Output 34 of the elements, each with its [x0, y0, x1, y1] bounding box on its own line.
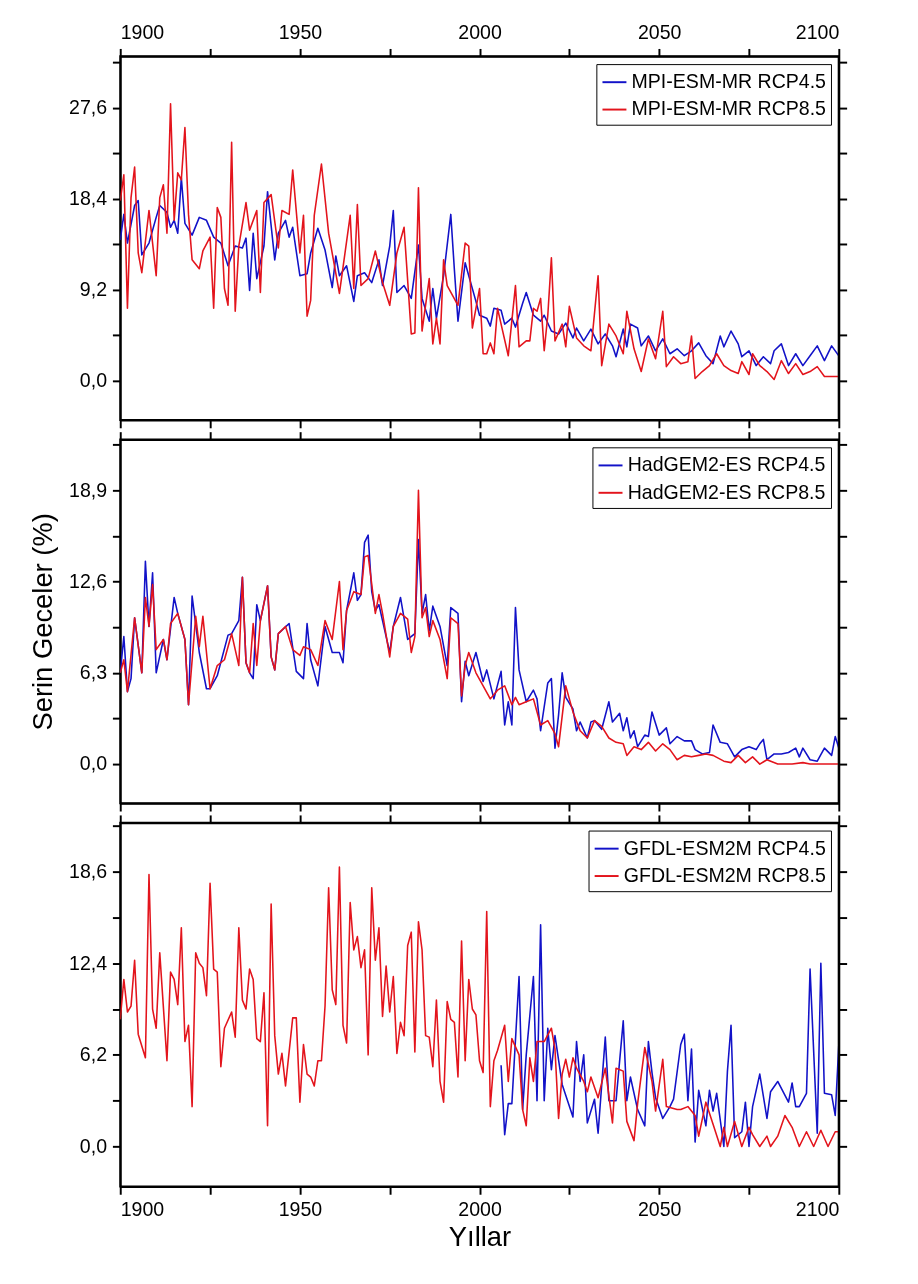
y-tick-label: 0,0	[79, 368, 108, 391]
line-series	[500, 923, 839, 1148]
legend-label: HadGEM2-ES RCP8.5	[627, 480, 826, 503]
y-tick-label: 6,2	[79, 1043, 108, 1066]
x-tick-label: 2050	[637, 1198, 682, 1221]
legend-label: GFDL-ESM2M RCP8.5	[623, 863, 826, 886]
x2-tick-label: 1950	[278, 21, 323, 44]
y-tick-label: 12,6	[69, 569, 108, 592]
x-tick-label: 2000	[458, 1198, 502, 1221]
y-tick-label: 18,9	[69, 478, 108, 501]
y-tick-label: 6,3	[79, 661, 108, 684]
y-tick-label: 12,4	[69, 951, 108, 974]
x-tick-label: 2100	[795, 1198, 840, 1221]
legend-label: MPI-ESM-MR RCP4.5	[631, 70, 827, 93]
x2-tick-label: 2100	[795, 21, 840, 44]
y-tick-label: 18,6	[69, 859, 108, 882]
y-tick-label: 9,2	[79, 277, 108, 300]
x-tick-label: 1900	[120, 1198, 165, 1221]
line-series	[120, 102, 839, 381]
y-axis-title: Serin Geceler (%)	[27, 513, 59, 731]
line-series	[120, 177, 839, 367]
x2-tick-label: 2050	[637, 21, 682, 44]
legend-label: HadGEM2-ES RCP4.5	[627, 453, 826, 476]
line-series	[120, 866, 839, 1148]
x2-tick-label: 1900	[120, 21, 165, 44]
legend-label: GFDL-ESM2M RCP4.5	[623, 836, 826, 859]
y-tick-label: 0,0	[79, 1134, 108, 1157]
y-tick-label: 0,0	[79, 752, 108, 775]
legend-label: MPI-ESM-MR RCP8.5	[631, 97, 827, 120]
x-tick-label: 1950	[278, 1198, 323, 1221]
x-axis-title: Yıllar	[448, 1220, 512, 1252]
x2-tick-label: 2000	[458, 21, 502, 44]
y-tick-label: 27,6	[69, 96, 108, 119]
y-tick-label: 18,4	[69, 186, 108, 209]
